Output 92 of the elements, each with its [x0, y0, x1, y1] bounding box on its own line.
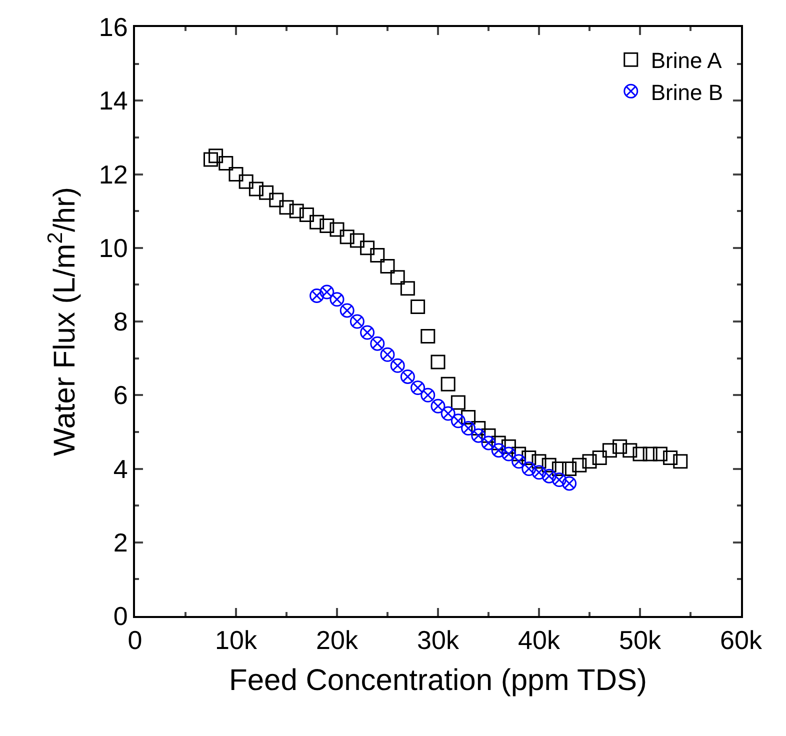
- point: [582, 454, 597, 469]
- y-tick-label: 12: [98, 159, 128, 190]
- point: [400, 281, 415, 296]
- point: [228, 167, 244, 182]
- point: [350, 233, 364, 248]
- point: [450, 395, 466, 410]
- x-tick-label: 60k: [720, 625, 763, 656]
- point: [340, 303, 354, 318]
- y-tick-label: 4: [113, 454, 128, 484]
- point: [491, 436, 506, 450]
- point: [572, 458, 587, 472]
- y-tick-label: 16: [98, 12, 128, 42]
- point: [632, 446, 648, 462]
- point: [310, 288, 324, 303]
- y-tick-label: 6: [113, 380, 128, 410]
- point: [350, 314, 364, 329]
- point: [592, 450, 607, 465]
- point: [259, 185, 274, 200]
- point: [622, 443, 638, 458]
- point: [370, 248, 385, 262]
- y-tick-label: 2: [113, 527, 128, 558]
- point: [269, 192, 284, 208]
- point: [360, 325, 375, 340]
- point: [248, 182, 264, 196]
- x-tick-label: 10k: [215, 625, 258, 656]
- point: [420, 328, 436, 344]
- point: [602, 443, 617, 458]
- point: [370, 336, 385, 351]
- point: [562, 462, 577, 476]
- point: [430, 354, 446, 370]
- point: [491, 443, 506, 458]
- point: [420, 388, 436, 402]
- point: [481, 428, 496, 443]
- point: [320, 218, 334, 234]
- legend-label: Brine B: [650, 80, 724, 105]
- point: [501, 439, 516, 454]
- point: [289, 204, 304, 218]
- x-tick-label: 50k: [619, 625, 662, 656]
- point: [320, 284, 334, 300]
- point: [390, 358, 405, 373]
- point: [380, 259, 395, 274]
- point: [652, 446, 668, 462]
- point: [562, 476, 577, 491]
- point: [330, 222, 344, 237]
- point: [279, 200, 294, 215]
- x-tick-label: 40k: [518, 625, 561, 656]
- point: [360, 240, 375, 256]
- point: [471, 428, 486, 443]
- point: [208, 148, 224, 164]
- point: [481, 436, 496, 450]
- point: [471, 421, 486, 436]
- point: [461, 421, 476, 436]
- point: [532, 465, 546, 480]
- point: [410, 380, 426, 395]
- legend-label: Brine A: [650, 48, 722, 74]
- point: [642, 446, 658, 462]
- point: [512, 454, 526, 469]
- point: [299, 207, 314, 222]
- point: [542, 468, 556, 484]
- point: [552, 472, 566, 487]
- x-tick-label: 20k: [316, 625, 359, 656]
- point: [380, 347, 395, 362]
- point: [440, 406, 456, 421]
- point: [238, 174, 254, 189]
- y-tick-label: 10: [98, 232, 128, 263]
- point: [663, 450, 678, 465]
- point: [218, 156, 234, 170]
- point: [461, 410, 476, 424]
- y-tick-label: 14: [98, 86, 128, 116]
- point: [673, 454, 688, 469]
- point: [410, 300, 426, 314]
- point: [512, 446, 526, 462]
- point: [310, 214, 324, 230]
- y-tick-label: 0: [113, 601, 128, 632]
- x-tick-label: 30k: [417, 625, 460, 656]
- point: [450, 414, 466, 428]
- point: [400, 369, 415, 384]
- point: [612, 439, 628, 454]
- point: [390, 270, 405, 285]
- point: [532, 454, 546, 469]
- point: [330, 292, 344, 307]
- point: [522, 450, 536, 465]
- y-tick-label: 8: [113, 306, 128, 337]
- x-axis-title: Feed Concentration (ppm TDS): [229, 664, 647, 698]
- point: [522, 462, 536, 476]
- point: [430, 398, 446, 414]
- point: [204, 152, 218, 167]
- point: [440, 376, 456, 392]
- point: [552, 462, 566, 476]
- point: [340, 230, 354, 244]
- point: [542, 458, 556, 472]
- point: [501, 446, 516, 462]
